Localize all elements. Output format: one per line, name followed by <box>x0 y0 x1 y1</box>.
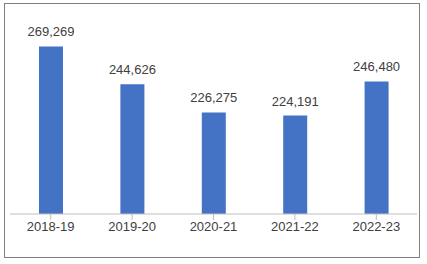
svg-text:2021-22: 2021-22 <box>271 219 319 234</box>
svg-text:224,191: 224,191 <box>272 94 319 109</box>
svg-text:226,275: 226,275 <box>190 90 237 105</box>
svg-text:2019-20: 2019-20 <box>108 219 156 234</box>
svg-text:246,480: 246,480 <box>353 59 400 74</box>
svg-text:244,626: 244,626 <box>109 62 156 77</box>
svg-text:2022-23: 2022-23 <box>352 219 400 234</box>
svg-text:2020-21: 2020-21 <box>190 219 238 234</box>
svg-text:269,269: 269,269 <box>28 24 75 39</box>
svg-text:2018-19: 2018-19 <box>27 219 75 234</box>
